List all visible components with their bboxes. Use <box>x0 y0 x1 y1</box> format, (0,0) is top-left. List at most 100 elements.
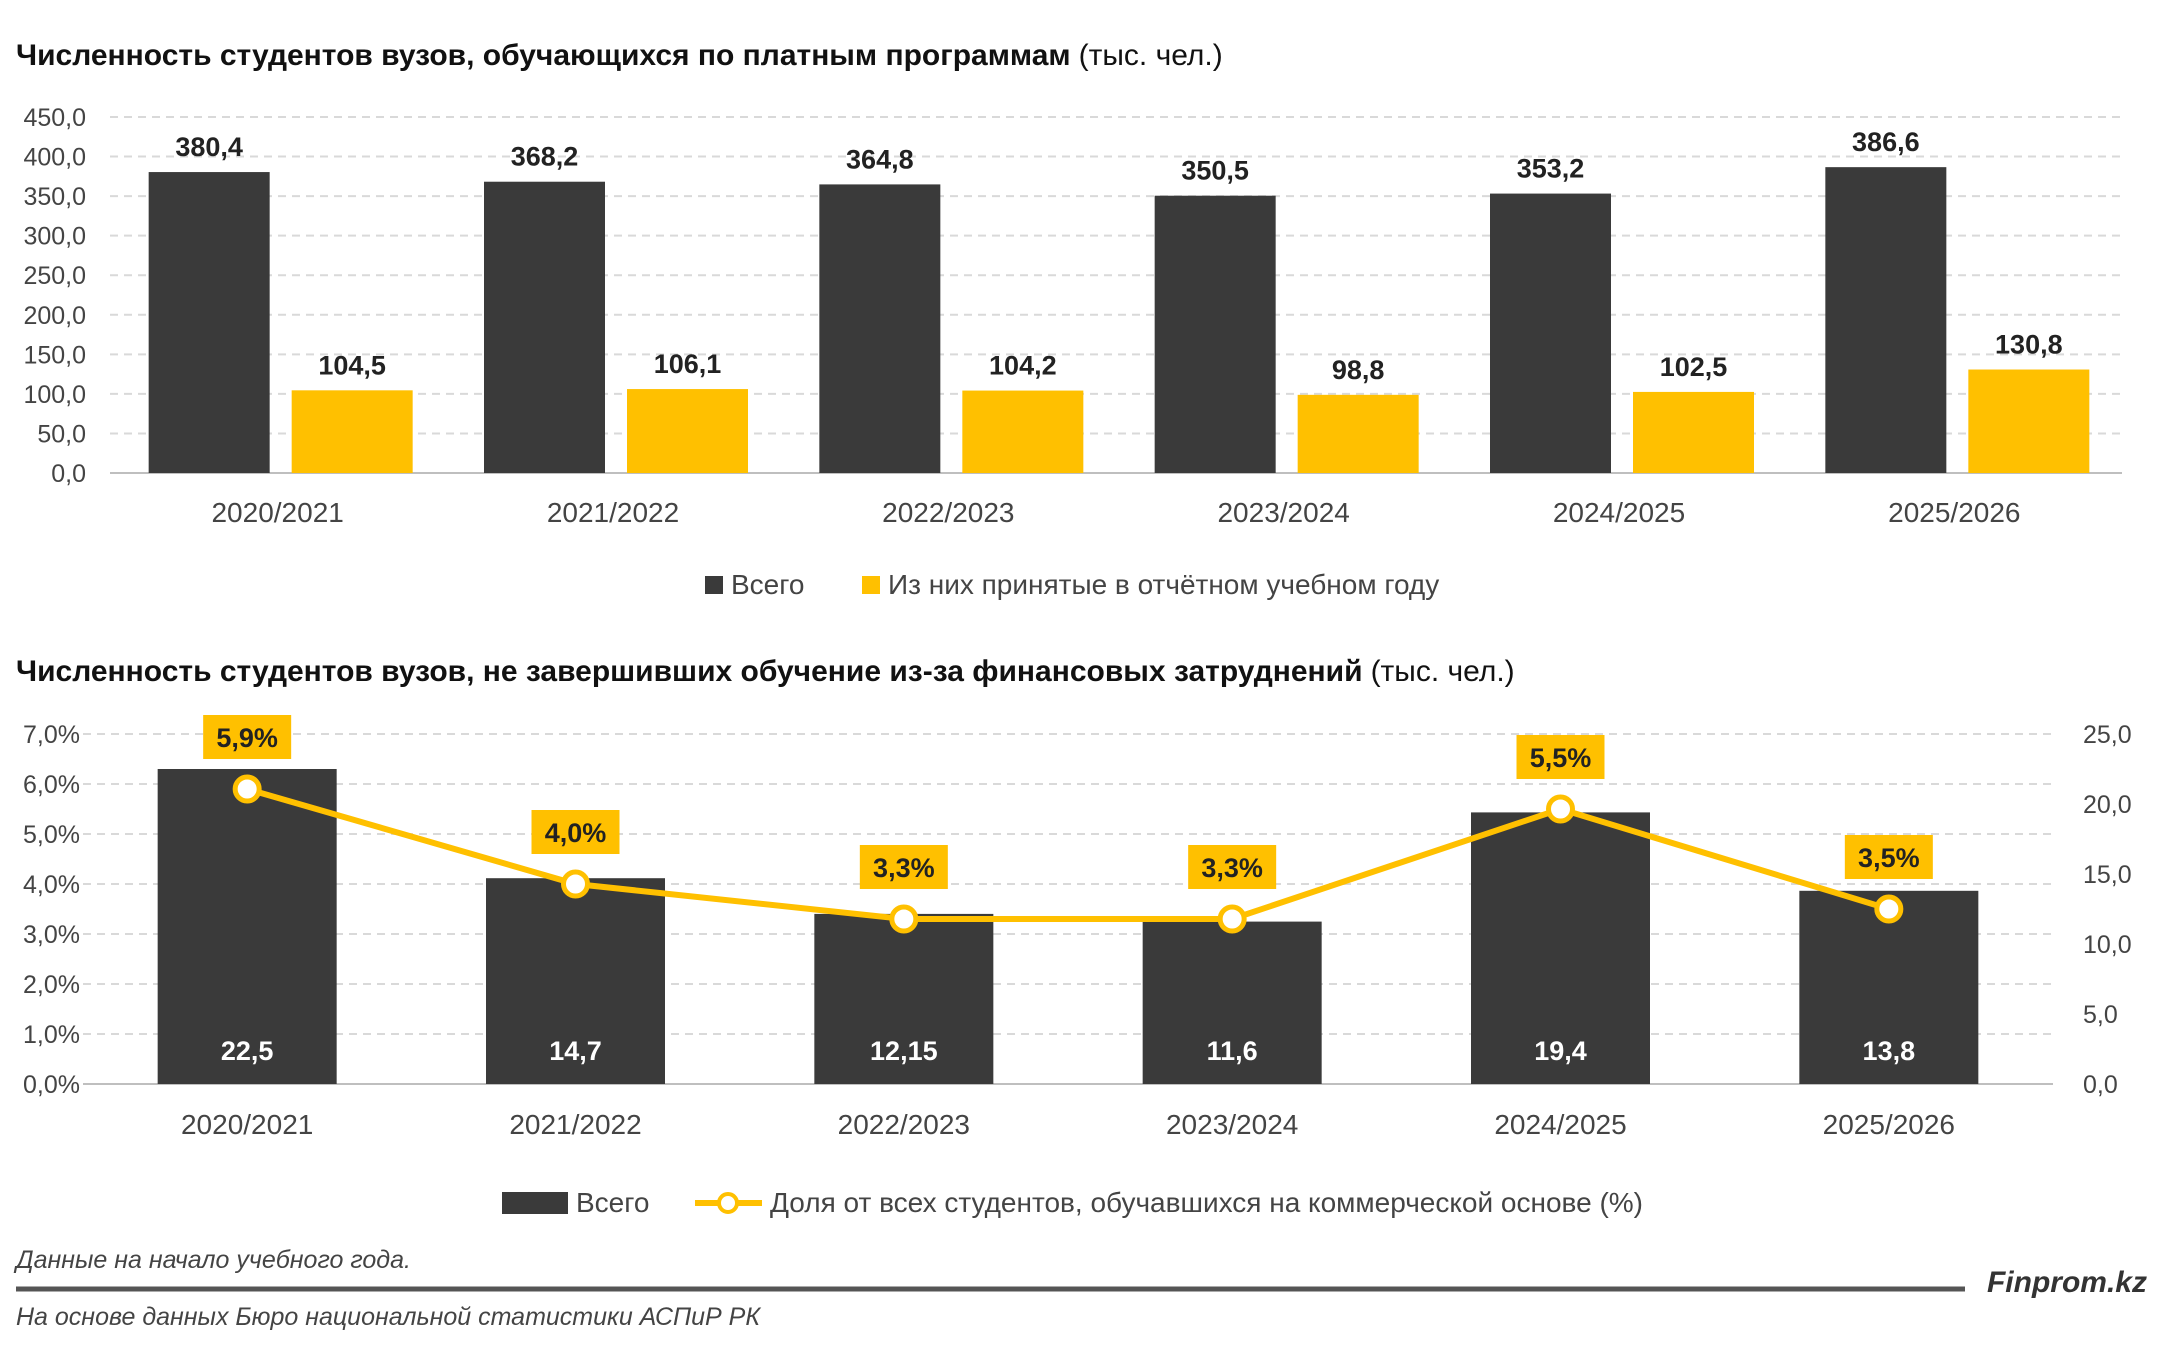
x-tick-label: 2024/2025 <box>1494 1109 1626 1140</box>
y-right-tick-label: 20,0 <box>2083 791 2132 819</box>
y-left-tick-label: 0,0% <box>23 1071 80 1099</box>
x-tick-label: 2023/2024 <box>1166 1109 1298 1140</box>
legend-label: Всего <box>576 1187 649 1218</box>
bar-total <box>1825 167 1947 474</box>
bar-data-label: 13,8 <box>1863 1036 1916 1066</box>
x-tick-label: 2023/2024 <box>1217 497 1349 528</box>
bar-admitted <box>1968 369 2090 473</box>
x-tick-label: 2020/2021 <box>211 497 343 528</box>
chart1-title-unit: (тыс. чел.) <box>1079 39 1223 72</box>
y-left-tick-label: 4,0% <box>23 871 80 899</box>
bar-total <box>157 769 337 1084</box>
bar-total <box>486 878 665 1084</box>
y-tick-label: 350,0 <box>23 183 86 211</box>
y-tick-label: 450,0 <box>23 104 86 132</box>
bar-admitted <box>1297 394 1419 473</box>
x-tick-label: 2022/2023 <box>882 497 1014 528</box>
data-label: 104,2 <box>989 351 1057 381</box>
share-point <box>232 774 262 804</box>
data-label: 106,1 <box>654 349 722 379</box>
legend-swatch <box>862 576 880 594</box>
y-tick-label: 200,0 <box>23 302 86 330</box>
y-left-tick-label: 7,0% <box>23 721 80 749</box>
share-label-box <box>859 845 948 889</box>
y-right-tick-label: 5,0 <box>2083 1001 2118 1029</box>
bar-data-label: 11,6 <box>1207 1036 1258 1066</box>
bar-data-label: 14,7 <box>549 1036 602 1066</box>
y-left-tick-label: 1,0% <box>23 1021 80 1049</box>
legend-label: Из них принятые в отчётном учебном году <box>888 569 1439 600</box>
bar-total <box>814 913 994 1084</box>
bar-admitted <box>627 389 748 473</box>
share-data-label: 3,5% <box>1858 843 1920 873</box>
x-tick-label: 2025/2026 <box>1823 1109 1955 1140</box>
y-right-tick-label: 10,0 <box>2083 931 2132 959</box>
bar-total <box>148 172 270 473</box>
y-left-tick-label: 5,0% <box>23 821 80 849</box>
x-tick-label: 2024/2025 <box>1553 497 1685 528</box>
share-data-label: 5,5% <box>1530 743 1592 773</box>
y-tick-label: 400,0 <box>23 144 86 172</box>
y-right-tick-label: 25,0 <box>2083 721 2132 749</box>
y-left-tick-label: 3,0% <box>23 921 80 949</box>
chart1-title: Численность студентов вузов, обучающихся… <box>16 39 1223 72</box>
y-left-tick-label: 2,0% <box>23 971 80 999</box>
legend-label: Доля от всех студентов, обучавшихся на к… <box>770 1187 1643 1218</box>
data-label: 380,4 <box>175 132 243 162</box>
y-tick-label: 0,0 <box>51 460 86 488</box>
bar-total <box>1154 195 1276 473</box>
footer-note: Данные на начало учебного года. <box>13 1246 411 1274</box>
data-label: 130,8 <box>1995 330 2063 360</box>
share-label-box <box>1844 835 1933 879</box>
share-label-box <box>531 810 620 854</box>
bar-admitted <box>291 390 413 473</box>
share-data-label: 3,3% <box>1201 853 1263 883</box>
legend-label: Всего <box>731 569 804 600</box>
data-label: 353,2 <box>1517 154 1585 184</box>
data-label: 104,5 <box>318 350 386 380</box>
share-label-box <box>1516 735 1605 779</box>
share-point <box>1874 894 1904 924</box>
y-tick-label: 250,0 <box>23 262 86 290</box>
share-point <box>1217 904 1247 934</box>
x-tick-label: 2021/2022 <box>547 497 679 528</box>
y-tick-label: 100,0 <box>23 381 86 409</box>
data-label: 98,8 <box>1332 355 1385 385</box>
bar-admitted <box>962 390 1084 473</box>
data-label: 386,6 <box>1852 127 1920 157</box>
bar-total <box>1490 193 1611 473</box>
x-tick-label: 2020/2021 <box>181 1109 313 1140</box>
y-right-tick-label: 15,0 <box>2083 861 2132 889</box>
share-data-label: 5,9% <box>216 723 278 753</box>
bar-total <box>1142 921 1322 1084</box>
legend-swatch <box>705 576 723 594</box>
bar-admitted <box>1633 391 1754 473</box>
bar-total <box>484 181 605 473</box>
bar-total <box>1471 812 1650 1084</box>
y-left-tick-label: 6,0% <box>23 771 80 799</box>
y-tick-label: 300,0 <box>23 223 86 251</box>
share-point <box>1546 794 1575 824</box>
bar-data-label: 12,15 <box>870 1036 938 1066</box>
data-label: 350,5 <box>1181 156 1249 186</box>
x-tick-label: 2021/2022 <box>509 1109 641 1140</box>
data-label: 368,2 <box>511 142 579 172</box>
chart2-title-main: Численность студентов вузов, не завершив… <box>16 655 1363 688</box>
x-tick-label: 2022/2023 <box>838 1109 970 1140</box>
x-tick-label: 2025/2026 <box>1888 497 2020 528</box>
share-point <box>561 869 590 899</box>
bar-data-label: 22,5 <box>221 1036 274 1066</box>
legend-marker <box>717 1192 739 1214</box>
bar-total <box>819 184 941 474</box>
share-label-box <box>203 715 292 759</box>
share-line <box>246 786 1890 922</box>
chart1-title-main: Численность студентов вузов, обучающихся… <box>16 39 1071 72</box>
data-label: 102,5 <box>1660 352 1728 382</box>
share-point <box>889 904 919 934</box>
chart2-title: Численность студентов вузов, не завершив… <box>16 655 1515 688</box>
y-tick-label: 50,0 <box>37 420 86 448</box>
bar-data-label: 19,4 <box>1534 1036 1587 1066</box>
share-data-label: 4,0% <box>545 818 607 848</box>
data-label: 364,8 <box>846 144 914 174</box>
share-label-box <box>1188 845 1277 889</box>
